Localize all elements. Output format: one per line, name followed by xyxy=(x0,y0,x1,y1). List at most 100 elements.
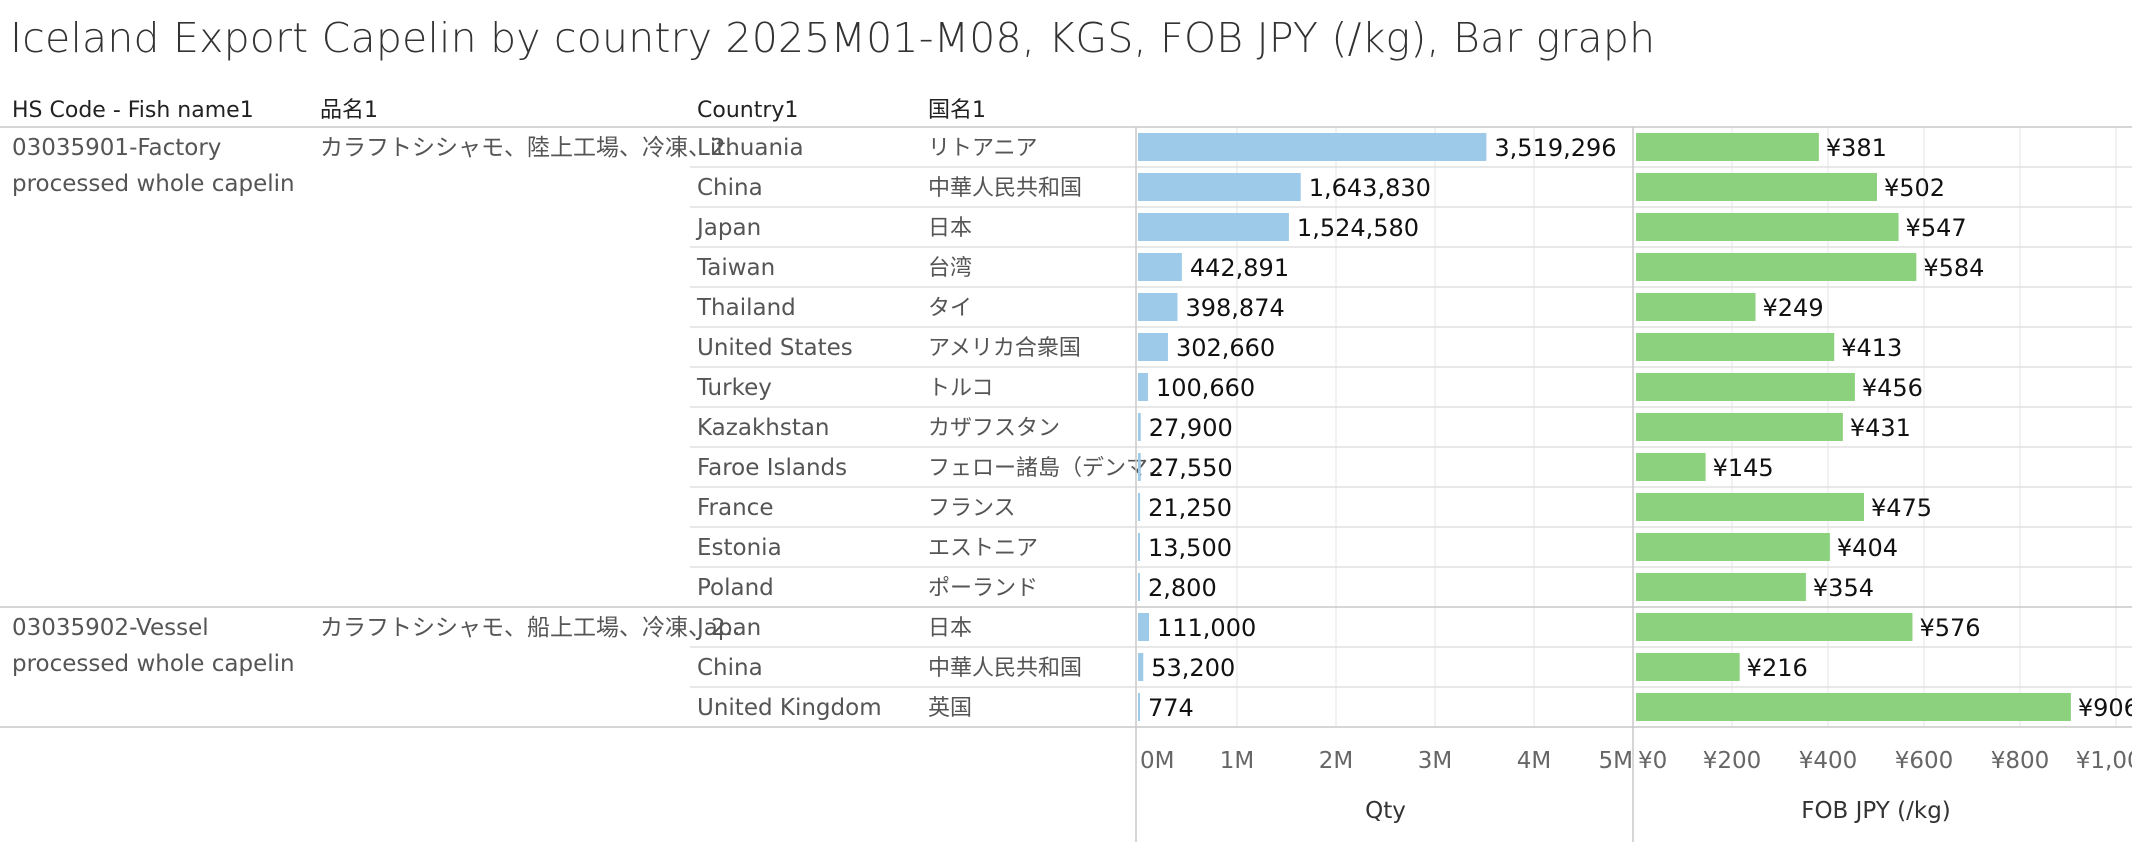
country-label: Japan xyxy=(695,215,761,241)
hs-code-label: processed whole capelin xyxy=(12,171,295,197)
country-label: China xyxy=(697,175,763,201)
qty-value-label: 302,660 xyxy=(1176,334,1275,362)
fob-bar xyxy=(1636,653,1740,681)
qty-bar xyxy=(1138,573,1140,601)
country-label: United States xyxy=(697,335,853,361)
fob-bar xyxy=(1636,373,1855,401)
qty-bar xyxy=(1138,293,1178,321)
product-jp-label: カラフトシシャモ、陸上工場、冷凍、2.. xyxy=(320,135,740,161)
country-jp-label: 日本 xyxy=(928,216,972,241)
chart-title: Iceland Export Capelin by country 2025M0… xyxy=(10,14,1656,62)
country-jp-label: 日本 xyxy=(928,616,972,641)
fob-bar xyxy=(1636,573,1806,601)
fob-value-label: ¥906 xyxy=(2078,694,2132,722)
qty-value-label: 442,891 xyxy=(1190,254,1289,282)
fob-bar xyxy=(1636,493,1864,521)
fob-bar xyxy=(1636,253,1917,281)
fob-bar xyxy=(1636,693,2071,721)
fob-bar xyxy=(1636,413,1843,441)
qty-bar xyxy=(1138,373,1148,401)
fob-tick-label: ¥600 xyxy=(1895,748,1954,774)
fob-value-label: ¥404 xyxy=(1837,534,1898,562)
fob-bar xyxy=(1636,333,1835,361)
fob-axis-title: FOB JPY (/kg) xyxy=(1801,798,1951,824)
fob-bar xyxy=(1636,173,1877,201)
country-jp-label: タイ xyxy=(928,296,972,321)
country-jp-label: フランス xyxy=(928,496,1016,521)
fob-value-label: ¥413 xyxy=(1841,334,1902,362)
header-country-jp: 国名1 xyxy=(928,98,986,123)
qty-value-label: 21,250 xyxy=(1148,494,1232,522)
country-jp-label: アメリカ合衆国 xyxy=(928,336,1081,361)
fob-value-label: ¥249 xyxy=(1763,294,1824,322)
fob-value-label: ¥381 xyxy=(1826,134,1887,162)
fob-value-label: ¥354 xyxy=(1813,574,1874,602)
fob-bar xyxy=(1636,293,1756,321)
fob-value-label: ¥145 xyxy=(1713,454,1774,482)
country-jp-label: トルコ xyxy=(928,376,994,401)
qty-bar xyxy=(1138,213,1289,241)
country-jp-label: ポーランド xyxy=(928,576,1038,601)
header-hs-code: HS Code - Fish name1 xyxy=(12,98,254,123)
qty-tick-label: 4M xyxy=(1517,748,1551,774)
country-label: Estonia xyxy=(697,535,782,561)
country-jp-label: リトアニア xyxy=(928,136,1038,161)
fob-bar xyxy=(1636,213,1899,241)
qty-axis-title: Qty xyxy=(1365,798,1406,824)
qty-bar xyxy=(1138,453,1141,481)
fob-bar xyxy=(1636,453,1706,481)
qty-tick-label: 3M xyxy=(1418,748,1452,774)
fob-bar xyxy=(1636,613,1913,641)
hs-code-label: processed whole capelin xyxy=(12,651,295,677)
country-label: Lithuania xyxy=(697,135,804,161)
qty-value-label: 3,519,296 xyxy=(1494,134,1616,162)
qty-bar xyxy=(1138,693,1140,721)
country-jp-label: 中華人民共和国 xyxy=(928,176,1082,201)
country-label: Kazakhstan xyxy=(697,415,830,441)
qty-bar xyxy=(1138,333,1168,361)
qty-value-label: 774 xyxy=(1148,694,1194,722)
country-label: China xyxy=(697,655,763,681)
country-label: Turkey xyxy=(696,375,772,401)
fob-tick-label: ¥0 xyxy=(1638,748,1667,774)
fob-bar xyxy=(1636,133,1819,161)
fob-tick-label: ¥1,000 xyxy=(2076,748,2132,774)
country-label: Poland xyxy=(697,575,774,601)
country-jp-label: 英国 xyxy=(928,696,972,721)
qty-tick-label: 5M xyxy=(1599,748,1633,774)
fob-value-label: ¥431 xyxy=(1850,414,1911,442)
fob-value-label: ¥216 xyxy=(1747,654,1808,682)
fob-tick-label: ¥200 xyxy=(1703,748,1762,774)
country-label: United Kingdom xyxy=(697,695,882,721)
fob-value-label: ¥456 xyxy=(1862,374,1923,402)
qty-value-label: 398,874 xyxy=(1185,294,1284,322)
fob-tick-label: ¥400 xyxy=(1799,748,1858,774)
qty-value-label: 1,524,580 xyxy=(1297,214,1419,242)
country-label: Japan xyxy=(695,615,761,641)
fob-value-label: ¥502 xyxy=(1884,174,1945,202)
country-label: Thailand xyxy=(696,295,796,321)
header-country: Country1 xyxy=(697,98,798,123)
qty-tick-label: 1M xyxy=(1220,748,1254,774)
country-jp-label: 中華人民共和国 xyxy=(928,656,1082,681)
fob-value-label: ¥475 xyxy=(1871,494,1932,522)
qty-bar xyxy=(1138,613,1149,641)
qty-bar xyxy=(1138,653,1144,681)
fob-value-label: ¥576 xyxy=(1919,614,1980,642)
qty-value-label: 13,500 xyxy=(1148,534,1232,562)
qty-value-label: 1,643,830 xyxy=(1309,174,1431,202)
qty-value-label: 53,200 xyxy=(1151,654,1235,682)
country-jp-label: 台湾 xyxy=(928,256,972,281)
fob-bar xyxy=(1636,533,1830,561)
qty-value-label: 27,900 xyxy=(1149,414,1233,442)
country-label: Faroe Islands xyxy=(697,455,847,481)
qty-value-label: 111,000 xyxy=(1157,614,1256,642)
country-jp-label: フェロー諸島（デンマ.. xyxy=(928,456,1162,481)
qty-bar xyxy=(1138,253,1182,281)
qty-bar xyxy=(1138,493,1141,521)
country-label: France xyxy=(697,495,773,521)
hs-code-label: 03035902-Vessel xyxy=(12,615,209,641)
qty-bar xyxy=(1138,173,1301,201)
fob-value-label: ¥584 xyxy=(1923,254,1984,282)
